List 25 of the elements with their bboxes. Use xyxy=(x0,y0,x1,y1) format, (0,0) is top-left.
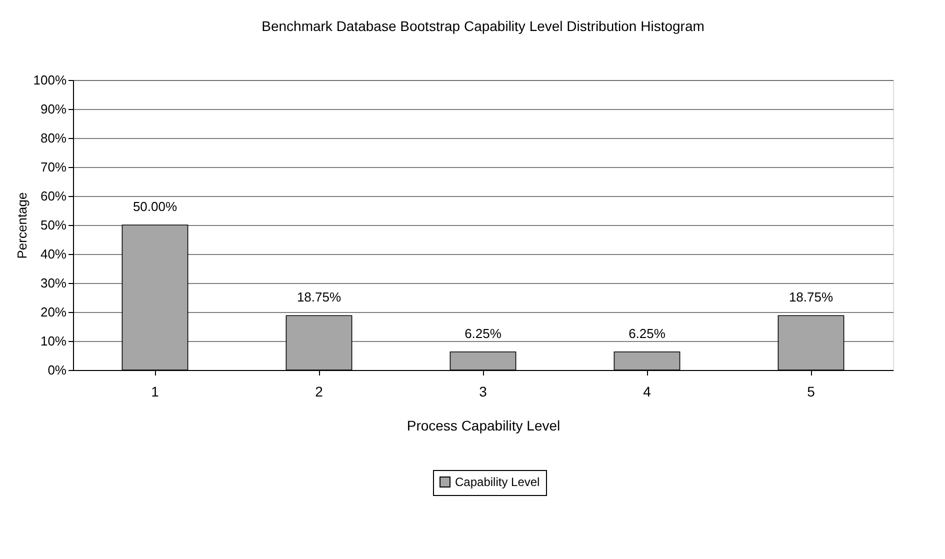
y-tick-label: 20% xyxy=(40,304,67,320)
data-label: 6.25% xyxy=(464,326,502,341)
y-tick-label: 100% xyxy=(33,72,67,88)
x-tick-label: 5 xyxy=(807,384,816,400)
y-tick-label: 60% xyxy=(40,188,67,204)
y-tick-label: 30% xyxy=(40,276,67,290)
data-label: 18.75% xyxy=(296,290,342,305)
x-axis-title: Process Capability Level xyxy=(406,418,560,434)
y-tick-label: 40% xyxy=(40,246,67,262)
y-tick-label: 70% xyxy=(40,160,67,174)
x-tick-label: 1 xyxy=(151,384,160,400)
x-tick-label: 3 xyxy=(479,384,488,400)
data-label: 50.00% xyxy=(132,199,178,214)
data-label: 18.75% xyxy=(788,290,834,305)
y-tick-label: 80% xyxy=(40,130,67,146)
x-tick-label: 4 xyxy=(643,384,652,400)
y-tick-label: 10% xyxy=(40,334,67,348)
legend-label: Capability Level xyxy=(455,475,540,489)
x-tick-label: 2 xyxy=(315,384,324,400)
y-tick-label: 50% xyxy=(40,218,67,232)
y-tick-label: 90% xyxy=(40,102,67,116)
chart-title: Benchmark Database Bootstrap Capability Level Distribution Histogram xyxy=(262,18,704,34)
y-tick-label: 0% xyxy=(48,362,67,378)
y-axis-title: Percentage xyxy=(14,192,30,259)
data-label: 6.25% xyxy=(628,326,666,341)
